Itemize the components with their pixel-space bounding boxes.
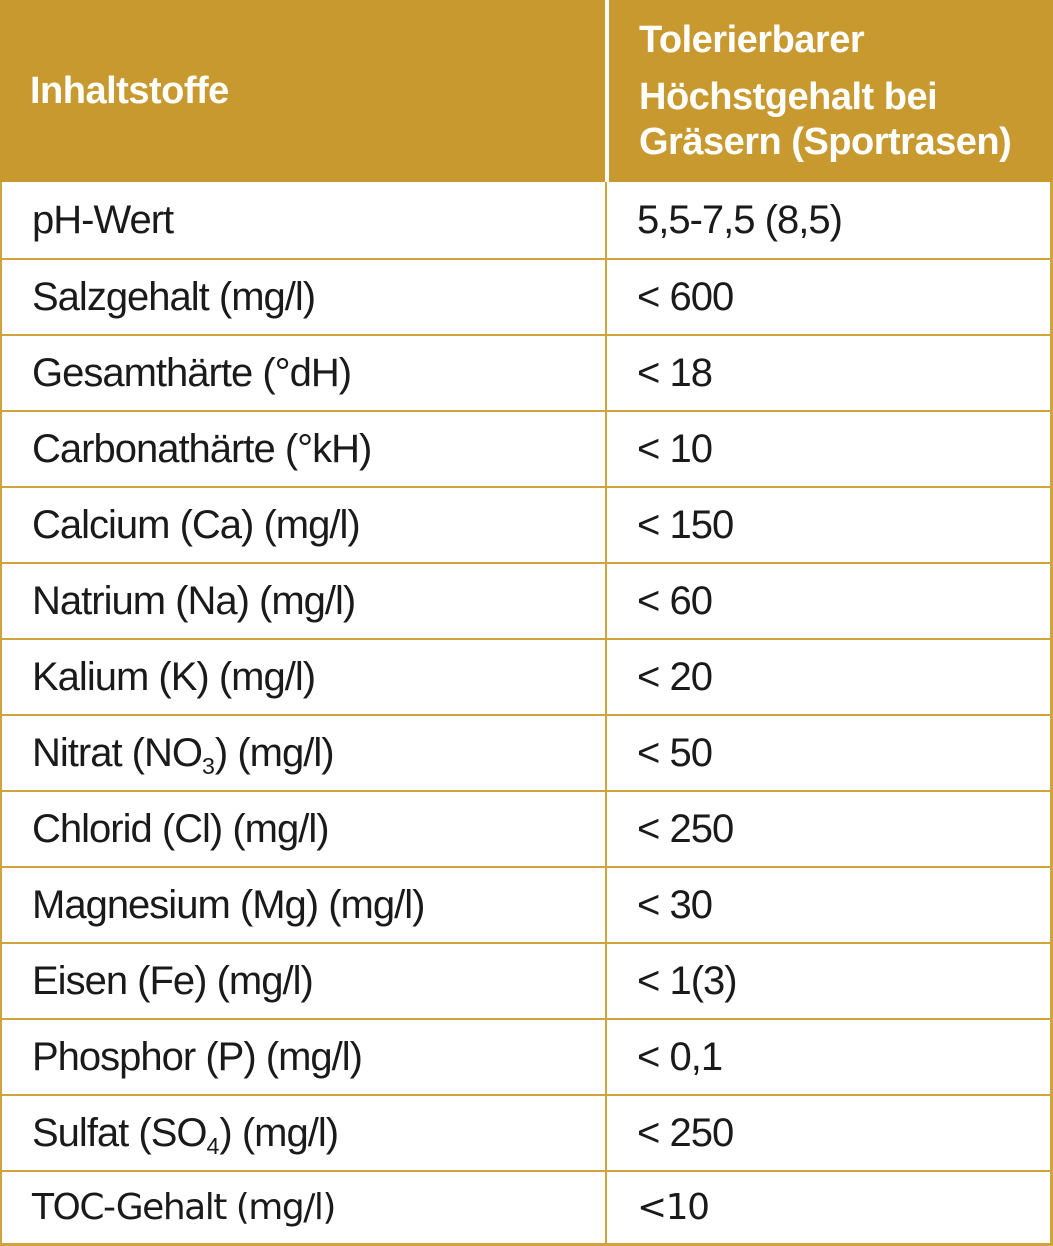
limit-value: < 30	[637, 882, 713, 927]
substance-label: Gesamthärte (°dH)	[32, 350, 352, 395]
limit-cell: < 20	[605, 640, 1050, 714]
limit-cell: <10	[605, 1172, 1050, 1243]
table-body: pH-Wert 5,5-7,5 (8,5) Salzgehalt (mg/l) …	[0, 182, 1053, 1246]
header-label-inhaltstoffe: Inhaltstoffe	[30, 69, 229, 112]
limit-cell: < 250	[605, 792, 1050, 866]
substance-cell: Kalium (K) (mg/l)	[2, 640, 605, 714]
substance-cell: Chlorid (Cl) (mg/l)	[2, 792, 605, 866]
limit-cell: < 60	[605, 564, 1050, 638]
substance-label: pH-Wert	[32, 197, 174, 242]
substance-label: Sulfat (SO4) (mg/l)	[32, 1110, 339, 1159]
header-label-line: Tolerierbarer	[639, 18, 865, 61]
substance-cell: TOC-Gehalt (mg/l)	[2, 1172, 605, 1243]
table-row: Chlorid (Cl) (mg/l) < 250	[2, 790, 1050, 866]
table-row: Eisen (Fe) (mg/l) < 1(3)	[2, 942, 1050, 1018]
substance-label: Carbonathärte (°kH)	[32, 426, 372, 471]
limit-value: < 18	[637, 350, 713, 395]
substance-cell: Calcium (Ca) (mg/l)	[2, 488, 605, 562]
table-row: Sulfat (SO4) (mg/l) < 250	[2, 1094, 1050, 1170]
limit-value: < 1(3)	[637, 958, 738, 1003]
table-row: Kalium (K) (mg/l) < 20	[2, 638, 1050, 714]
limit-value: < 60	[637, 578, 713, 623]
substance-label: Nitrat (NO3) (mg/l)	[32, 730, 335, 779]
header-col-inhaltstoffe: Inhaltstoffe	[0, 0, 605, 182]
limit-cell: < 10	[605, 412, 1050, 486]
table-row: Salzgehalt (mg/l) < 600	[2, 258, 1050, 334]
table-row: pH-Wert 5,5-7,5 (8,5)	[2, 182, 1050, 258]
subscript: 3	[202, 752, 215, 779]
substance-label: TOC-Gehalt (mg/l)	[32, 1187, 336, 1228]
substance-cell: Sulfat (SO4) (mg/l)	[2, 1096, 605, 1170]
subscript: 4	[206, 1132, 220, 1159]
limit-value: < 10	[637, 426, 713, 471]
table-row: Magnesium (Mg) (mg/l) < 30	[2, 866, 1050, 942]
table-row: Gesamthärte (°dH) < 18	[2, 334, 1050, 410]
limit-cell: < 600	[605, 260, 1050, 334]
substance-label: Salzgehalt (mg/l)	[32, 274, 316, 319]
substance-label: Chlorid (Cl) (mg/l)	[32, 806, 330, 851]
substance-cell: Phosphor (P) (mg/l)	[2, 1020, 605, 1094]
limit-value: < 20	[637, 654, 713, 699]
substance-label: Kalium (K) (mg/l)	[32, 654, 316, 699]
substance-label: Natrium (Na) (mg/l)	[32, 578, 356, 623]
limit-value: 5,5-7,5 (8,5)	[637, 197, 843, 242]
limit-value: < 50	[637, 730, 713, 775]
limit-cell: < 150	[605, 488, 1050, 562]
substance-label: Eisen (Fe) (mg/l)	[32, 958, 314, 1003]
substance-cell: Gesamthärte (°dH)	[2, 336, 605, 410]
limit-value: < 250	[637, 806, 734, 851]
table-row: Carbonathärte (°kH) < 10	[2, 410, 1050, 486]
limit-cell: < 0,1	[605, 1020, 1050, 1094]
substance-cell: Carbonathärte (°kH)	[2, 412, 605, 486]
limit-value: < 250	[637, 1110, 734, 1155]
substance-label: Magnesium (Mg) (mg/l)	[32, 882, 425, 927]
limit-value: <10	[637, 1187, 710, 1228]
limit-cell: 5,5-7,5 (8,5)	[605, 182, 1050, 258]
header-label-line: Gräsern (Sportrasen)	[639, 120, 1012, 163]
limit-value: < 600	[637, 274, 734, 319]
table-row: TOC-Gehalt (mg/l) <10	[2, 1170, 1050, 1243]
limit-cell: < 30	[605, 868, 1050, 942]
limit-cell: < 1(3)	[605, 944, 1050, 1018]
table-header: Inhaltstoffe Tolerierbarer Höchstgehalt …	[0, 0, 1053, 182]
substance-cell: pH-Wert	[2, 182, 605, 258]
limit-cell: < 18	[605, 336, 1050, 410]
table-row: Phosphor (P) (mg/l) < 0,1	[2, 1018, 1050, 1094]
substance-cell: Eisen (Fe) (mg/l)	[2, 944, 605, 1018]
table-row: Nitrat (NO3) (mg/l) < 50	[2, 714, 1050, 790]
limit-cell: < 250	[605, 1096, 1050, 1170]
substance-cell: Natrium (Na) (mg/l)	[2, 564, 605, 638]
limit-cell: < 50	[605, 716, 1050, 790]
table-row: Natrium (Na) (mg/l) < 60	[2, 562, 1050, 638]
substance-label: Calcium (Ca) (mg/l)	[32, 502, 361, 547]
substance-cell: Nitrat (NO3) (mg/l)	[2, 716, 605, 790]
limit-value: < 150	[637, 502, 734, 547]
substance-cell: Magnesium (Mg) (mg/l)	[2, 868, 605, 942]
substance-cell: Salzgehalt (mg/l)	[2, 260, 605, 334]
table-row: Calcium (Ca) (mg/l) < 150	[2, 486, 1050, 562]
header-label-line: Höchstgehalt bei	[639, 75, 938, 118]
substance-label: Phosphor (P) (mg/l)	[32, 1034, 363, 1079]
header-col-limit: Tolerierbarer Höchstgehalt bei Gräsern (…	[605, 0, 1053, 182]
limit-value: < 0,1	[637, 1034, 723, 1079]
